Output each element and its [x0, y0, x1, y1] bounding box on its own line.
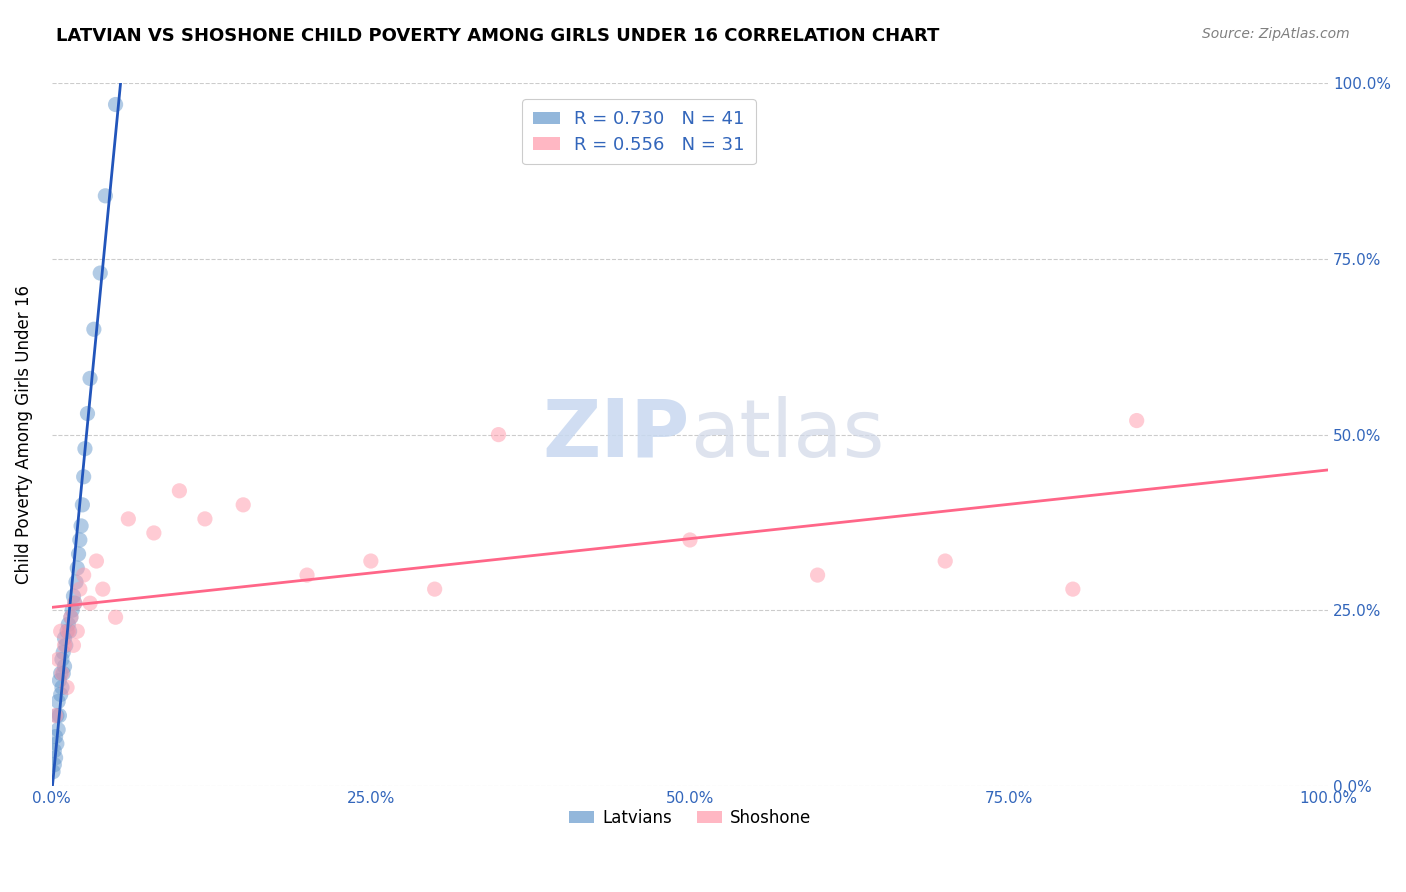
Point: [51, 681, 73, 695]
Point: [53, 659, 76, 673]
Point: [53, 638, 76, 652]
Point: [63, 596, 86, 610]
Legend: Latvians, Shoshone: Latvians, Shoshone: [562, 802, 818, 834]
Point: [66, 561, 89, 575]
Point: [73, 469, 96, 483]
Point: [49, 666, 72, 681]
Point: [65, 575, 87, 590]
Point: [62, 638, 84, 652]
Point: [79, 596, 101, 610]
Text: Source: ZipAtlas.com: Source: ZipAtlas.com: [1202, 27, 1350, 41]
Point: [52, 666, 75, 681]
Point: [59, 610, 82, 624]
Point: [72, 498, 94, 512]
Point: [44, 744, 66, 758]
Point: [45, 730, 67, 744]
Point: [806, 568, 828, 582]
Point: [51, 652, 73, 666]
Point: [73, 568, 96, 582]
Point: [62, 589, 84, 603]
Text: LATVIAN VS SHOSHONE CHILD POVERTY AMONG GIRLS UNDER 16 CORRELATION CHART: LATVIAN VS SHOSHONE CHILD POVERTY AMONG …: [56, 27, 939, 45]
Point: [45, 750, 67, 764]
Point: [45, 708, 67, 723]
Point: [1125, 413, 1147, 427]
Point: [52, 645, 75, 659]
Point: [45, 708, 67, 723]
Point: [59, 624, 82, 639]
Point: [59, 610, 82, 624]
Point: [46, 652, 69, 666]
Point: [194, 512, 217, 526]
Point: [53, 632, 76, 646]
Point: [232, 498, 254, 512]
Point: [44, 757, 66, 772]
Point: [69, 533, 91, 547]
Point: [104, 610, 127, 624]
Point: [117, 512, 139, 526]
Point: [73, 442, 96, 456]
Point: [86, 554, 108, 568]
Point: [48, 673, 70, 688]
Point: [51, 666, 73, 681]
Point: [46, 723, 69, 737]
Y-axis label: Child Poverty Among Girls Under 16: Child Poverty Among Girls Under 16: [15, 285, 32, 584]
Point: [49, 688, 72, 702]
Point: [48, 708, 70, 723]
Point: [104, 97, 127, 112]
Point: [360, 554, 382, 568]
Point: [83, 322, 105, 336]
Text: ZIP: ZIP: [543, 396, 690, 474]
Point: [63, 596, 86, 610]
Point: [934, 554, 956, 568]
Point: [295, 568, 318, 582]
Point: [69, 582, 91, 596]
Point: [423, 582, 446, 596]
Point: [66, 624, 89, 639]
Point: [94, 189, 117, 203]
Point: [56, 681, 79, 695]
Point: [70, 519, 93, 533]
Point: [91, 582, 114, 596]
Point: [142, 525, 165, 540]
Point: [42, 764, 65, 779]
Point: [46, 694, 69, 708]
Point: [58, 617, 80, 632]
Point: [89, 266, 111, 280]
Text: atlas: atlas: [690, 396, 884, 474]
Point: [79, 371, 101, 385]
Point: [60, 603, 83, 617]
Point: [1062, 582, 1084, 596]
Point: [58, 624, 80, 639]
Point: [679, 533, 702, 547]
Point: [56, 624, 79, 639]
Point: [55, 638, 77, 652]
Point: [76, 407, 98, 421]
Point: [67, 547, 90, 561]
Point: [45, 737, 67, 751]
Point: [169, 483, 191, 498]
Point: [49, 624, 72, 639]
Point: [488, 427, 510, 442]
